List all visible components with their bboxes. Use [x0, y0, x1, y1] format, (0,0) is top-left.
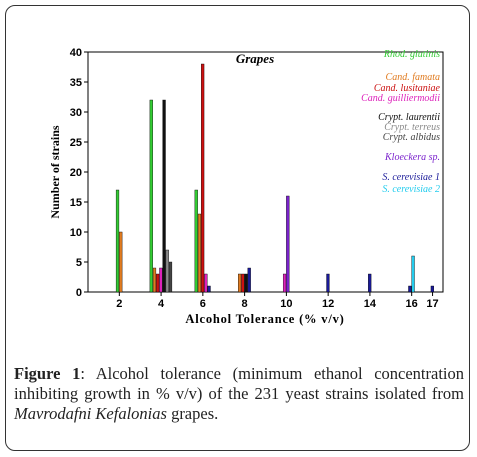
x-tick-label: 10: [280, 298, 292, 310]
legend-entry: Cand. lusitaniae: [374, 83, 441, 94]
chart-title: Grapes: [236, 51, 274, 66]
x-axis-label: Alcohol Tolerance (% v/v): [185, 312, 344, 326]
x-tick-label: 14: [364, 298, 377, 310]
legend-entry: Rhod. glutinis: [383, 49, 440, 60]
y-tick-label: 25: [70, 137, 82, 149]
x-tick-label: 17: [426, 298, 438, 310]
x-tick-label: 6: [200, 298, 206, 310]
y-tick-label: 35: [70, 77, 82, 89]
bar-series-2-point-0: [156, 273, 160, 293]
y-tick-label: 10: [70, 227, 82, 239]
bar-series-3-point-2: [282, 273, 287, 293]
legend-entry: Crypt. laurentii: [378, 112, 440, 123]
legend-entry: Crypt. albidus: [383, 132, 440, 143]
y-tick-label: 30: [70, 107, 82, 119]
bar-series-5-point-0: [165, 249, 169, 293]
x-tick-label: 16: [406, 298, 418, 310]
bar-series-0-point-2: [194, 189, 198, 293]
bar-series-8-point-5: [430, 285, 434, 293]
caption-label: Figure 1: [14, 364, 81, 383]
y-tick-label: 15: [70, 197, 82, 209]
bar-series-8-point-4: [408, 285, 412, 293]
y-tick-label: 40: [70, 47, 82, 59]
x-tick-label: 8: [242, 298, 248, 310]
bar-series-3-point-1: [204, 273, 208, 293]
x-tick-label: 12: [322, 298, 334, 310]
y-tick-label: 20: [70, 167, 82, 179]
legend-entry: Cand. guilliermodii: [361, 93, 440, 104]
bar-series-0-point-1: [149, 99, 153, 293]
x-tick-label: 4: [158, 298, 165, 310]
y-tick-label: 5: [76, 257, 82, 269]
bar-series-1-point-2: [197, 213, 202, 293]
bar-series-3-point-0: [159, 267, 163, 293]
figure-caption: Figure 1: Alcohol tolerance (minimum eth…: [14, 364, 464, 424]
bar-series-7-point-0: [286, 195, 290, 293]
caption-tail: grapes.: [166, 404, 219, 423]
bar-series-8-point-3: [368, 273, 372, 293]
bar-series-1-point-0: [119, 231, 123, 293]
legend-entry: S. cerevisiae 1: [382, 172, 440, 183]
bar-series-8-point-0: [207, 285, 211, 293]
x-tick-label: 2: [116, 298, 122, 310]
caption-italic: Mavrodafni Kefalonias: [14, 404, 167, 423]
bar-series-0-point-0: [115, 189, 120, 293]
y-axis: 0 5 10 15 20 25 30 35 40: [70, 47, 88, 299]
bar-series-9-point-0: [411, 255, 415, 293]
legend-entry: Kloeckera sp.: [384, 152, 440, 163]
x-axis: 2 4 6 8 10 12 14 16 17: [116, 292, 439, 310]
bar-series-1-point-3: [238, 273, 242, 293]
legend-entry: Crypt. terreus: [384, 122, 440, 133]
bar-series-8-point-2: [326, 273, 330, 293]
bar-series-6-point-0: [168, 261, 173, 293]
bar-series-4-point-0: [162, 99, 166, 293]
bar-series-8-point-1: [247, 267, 251, 293]
bar-series-1-point-1: [152, 267, 157, 293]
legend-entry: S. cerevisiae 2: [382, 184, 440, 195]
caption-text: : Alcohol tolerance (minimum ethanol con…: [14, 364, 464, 403]
y-tick-label: 0: [76, 287, 82, 299]
bars: [115, 63, 434, 293]
bar-series-2-point-2: [241, 273, 245, 293]
y-axis-label: Number of strains: [48, 125, 62, 218]
bar-series-4-point-1: [244, 273, 248, 293]
bar-series-2-point-1: [201, 63, 205, 293]
figure-frame: [5, 5, 470, 451]
legend-entry: Cand. famata: [386, 72, 440, 83]
